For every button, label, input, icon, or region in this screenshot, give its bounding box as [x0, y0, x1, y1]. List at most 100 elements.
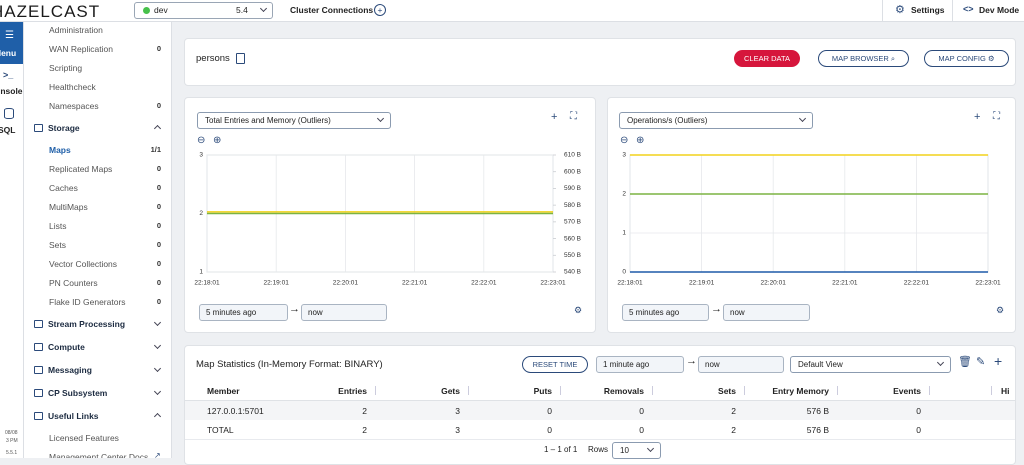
column-header[interactable]: Entries	[338, 386, 367, 396]
from-input[interactable]: 5 minutes ago	[622, 304, 709, 321]
console-icon: >_	[3, 70, 14, 80]
add-icon[interactable]: +	[551, 111, 558, 123]
menu-item[interactable]: Flake ID Generators	[49, 297, 126, 307]
expand-icon[interactable]: ⛶	[570, 111, 577, 122]
chevron	[153, 364, 162, 373]
item-count: 0	[156, 101, 161, 110]
settings-icon[interactable]: ⚙	[996, 305, 1005, 315]
to-input[interactable]: now	[723, 304, 810, 321]
logo: HAZELCAST	[0, 2, 101, 21]
column-separator	[991, 386, 992, 395]
add-icon[interactable]: +	[994, 353, 1003, 369]
footer-time: 3 PM	[6, 438, 18, 444]
item-count: 0	[156, 259, 161, 268]
chevron	[798, 114, 807, 123]
chevron	[153, 318, 162, 327]
zoom-out[interactable]: ⊖	[197, 135, 206, 146]
cluster-select[interactable]: dev 5.4	[134, 2, 273, 19]
dev-mode[interactable]: Dev Mode	[979, 5, 1020, 15]
column-header[interactable]: Member	[207, 386, 240, 396]
zoom-in[interactable]: ⊕	[636, 135, 645, 146]
settings[interactable]: Settings	[911, 5, 945, 15]
label: Default View	[798, 360, 843, 369]
label: Operations/s (Outliers)	[627, 116, 708, 125]
map-config-button[interactable]: MAP CONFIG ⚙	[924, 50, 1009, 67]
zoom-in[interactable]: ⊕	[213, 135, 222, 146]
chart-panel: Total Entries and Memory (Outliers) + ⛶ …	[184, 97, 596, 333]
clear-data-button[interactable]: CLEAR DATA	[734, 50, 800, 67]
item-count: 0	[156, 297, 161, 306]
view-select[interactable]: Default View	[790, 356, 951, 373]
item-count: 0	[156, 202, 161, 211]
chevron	[259, 4, 268, 13]
item-count: 0	[156, 278, 161, 287]
edit-icon[interactable]: ✎	[976, 356, 986, 368]
column-header[interactable]: Puts	[533, 386, 552, 396]
menu-item[interactable]: WAN Replication	[49, 44, 113, 54]
menu-item[interactable]: Replicated Maps	[49, 164, 113, 174]
add-icon[interactable]: +	[374, 4, 386, 16]
menu-item[interactable]: Namespaces	[49, 101, 99, 111]
add-icon[interactable]: +	[974, 111, 981, 123]
table-cell: 2	[362, 425, 367, 435]
chevron	[153, 341, 162, 350]
table-cell: 127.0.0.1:5701	[207, 406, 264, 416]
rows-select[interactable]: 10	[612, 442, 661, 459]
menu-item[interactable]: Maps	[49, 145, 71, 155]
top-bar: HAZELCAST dev 5.4 Cluster Connections + …	[0, 0, 1024, 22]
column-header[interactable]: Sets	[718, 386, 736, 396]
menu-item[interactable]: Vector Collections	[49, 259, 118, 269]
menu-item[interactable]: Lists	[49, 221, 67, 231]
to-input[interactable]: now	[698, 356, 784, 373]
menu-item[interactable]: Administration	[49, 25, 103, 35]
column-separator	[375, 386, 376, 395]
menu-item[interactable]: Scripting	[49, 63, 83, 73]
menu-item[interactable]: MultiMaps	[49, 202, 88, 212]
metric-select[interactable]: Total Entries and Memory (Outliers)	[197, 112, 391, 129]
column-header[interactable]: Entry Memory	[772, 386, 829, 396]
menu-icon: ☰	[5, 30, 14, 41]
section-label[interactable]: Useful Links	[48, 411, 99, 421]
section-label[interactable]: Messaging	[48, 365, 92, 375]
section-label[interactable]: Stream Processing	[48, 319, 126, 329]
from-input[interactable]: 1 minute ago	[596, 356, 684, 373]
cluster-connections[interactable]: Cluster Connections	[290, 5, 374, 15]
sidebar: Administration WAN Replication 0 Scripting H…	[24, 22, 172, 458]
menu-item[interactable]: PN Counters	[49, 278, 98, 288]
section-icon	[34, 320, 43, 328]
settings-icon[interactable]: ⚙	[574, 305, 583, 315]
menu-button[interactable]: ☰ Menu	[0, 22, 23, 64]
sql-label[interactable]: SQL	[0, 125, 16, 135]
doc-icon[interactable]	[236, 53, 245, 64]
cluster-name: dev	[154, 5, 168, 15]
map-browser-button[interactable]: MAP BROWSER ⌕	[818, 50, 909, 67]
to-input[interactable]: now	[301, 304, 387, 321]
section-icon	[34, 124, 43, 132]
metric-select[interactable]: Operations/s (Outliers)	[619, 112, 813, 129]
zoom-out[interactable]: ⊖	[620, 135, 629, 146]
menu-item[interactable]: Healthcheck	[49, 82, 96, 92]
from-input[interactable]: 5 minutes ago	[199, 304, 288, 321]
delete-icon[interactable]: 🗑	[958, 356, 972, 368]
reset-time-button[interactable]: RESET TIME	[522, 356, 588, 373]
section-label[interactable]: Compute	[48, 342, 85, 352]
column-header[interactable]: Hi	[1001, 386, 1010, 396]
menu-item[interactable]: Caches	[49, 183, 78, 193]
code-icon: <>	[963, 4, 974, 14]
section-label[interactable]: CP Subsystem	[48, 388, 108, 398]
chevron	[646, 444, 655, 453]
console-label[interactable]: Console	[0, 86, 23, 96]
label: Total Entries and Memory (Outliers)	[205, 116, 331, 125]
menu-item[interactable]: Management Center Docs	[49, 452, 149, 458]
menu-item[interactable]: Licensed Features	[49, 433, 119, 443]
column-header[interactable]: Events	[893, 386, 921, 396]
column-header[interactable]: Removals	[603, 386, 644, 396]
menu-item[interactable]: Sets	[49, 240, 67, 250]
section-label[interactable]: Storage	[48, 123, 80, 133]
chevron	[153, 412, 162, 421]
status-dot	[143, 7, 150, 14]
column-header[interactable]: Gets	[441, 386, 460, 396]
item-count: 0	[156, 164, 161, 173]
chevron	[153, 124, 162, 133]
expand-icon[interactable]: ⛶	[993, 111, 1000, 122]
